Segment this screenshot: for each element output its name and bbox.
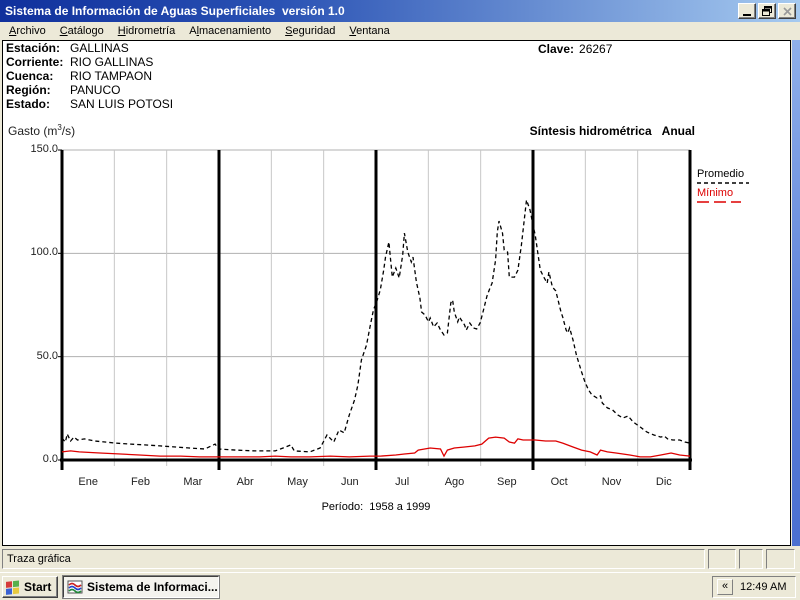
y-axis-title: Gasto (m3/s): [8, 123, 76, 138]
menu-item-almacenamiento[interactable]: Almacenamiento: [189, 25, 272, 37]
menu-item-seguridad[interactable]: Seguridad: [285, 25, 336, 37]
field-value: PANUCO: [70, 83, 121, 97]
close-icon: [782, 6, 792, 16]
start-label: Start: [24, 580, 52, 594]
chart-legend: Promedio Mínimo: [697, 168, 753, 206]
station-row: Estado: SAN LUIS POTOSI: [6, 98, 173, 111]
desktop-background: [792, 40, 800, 546]
status-pane: [766, 549, 795, 569]
period-annotation: Período: 1958 a 1999: [321, 501, 431, 513]
field-value: SAN LUIS POTOSI: [70, 97, 174, 111]
x-tick-label: Feb: [131, 476, 150, 488]
field-label: Cuenca:: [6, 69, 54, 83]
x-tick-label: Ago: [444, 476, 465, 488]
menu-item-ventana[interactable]: Ventana: [349, 25, 390, 37]
field-label: Corriente:: [6, 55, 64, 69]
x-tick-label: Mar: [183, 476, 203, 488]
app-icon: [67, 580, 83, 594]
y-tick-label: 50.0: [36, 349, 58, 362]
clave-label: Clave:: [538, 42, 575, 56]
legend-minimo-line: [697, 201, 741, 203]
station-row: Corriente: RIO GALLINAS: [6, 56, 153, 69]
windows-logo-icon: [6, 580, 19, 595]
y-tick-label: 100.0: [30, 246, 58, 259]
title-bar: Sistema de Información de Aguas Superfic…: [0, 0, 800, 22]
taskbar-task-button[interactable]: Sistema de Informaci...: [63, 576, 219, 598]
clave-value: 26267: [579, 42, 613, 56]
taskbar-clock[interactable]: 12:49 AM: [740, 581, 787, 593]
task-label: Sistema de Informaci...: [87, 580, 218, 594]
menu-bar: Archivo Catálogo Hidrometría Almacenamiento…: [0, 22, 800, 40]
status-pane: [708, 549, 736, 569]
field-value: RIO GALLINAS: [70, 55, 154, 69]
x-tick-label: Dic: [655, 476, 672, 488]
field-label: Región:: [6, 83, 51, 97]
field-value: GALLINAS: [70, 41, 129, 55]
minimize-button[interactable]: [738, 3, 756, 19]
station-row: Cuenca: RIO TAMPAON: [6, 70, 152, 83]
menu-item-catalogo[interactable]: Catálogo: [59, 25, 104, 37]
minimize-icon: [743, 14, 751, 16]
x-tick-label: May: [287, 476, 308, 488]
field-label: Estación:: [6, 41, 61, 55]
window-controls: [736, 3, 796, 19]
field-label: Estado:: [6, 97, 51, 111]
legend-promedio-label: Promedio: [697, 168, 745, 180]
legend-promedio-line: [697, 182, 749, 184]
status-pane: [739, 549, 763, 569]
station-row: Estación: GALLINAS: [6, 42, 129, 55]
tray-chevron-button[interactable]: «: [717, 579, 733, 595]
taskbar: Start Sistema de Informaci... « 12:49 AM: [0, 572, 800, 600]
window-title: Sistema de Información de Aguas Superfic…: [5, 4, 345, 18]
system-tray: « 12:49 AM: [712, 576, 796, 598]
x-tick-label: Nov: [601, 476, 622, 488]
close-button[interactable]: [778, 3, 796, 19]
x-tick-label: Oct: [550, 476, 568, 488]
status-message: Traza gráfica: [2, 549, 705, 569]
legend-minimo-label: Mínimo: [697, 187, 734, 199]
x-tick-label: Ene: [78, 476, 98, 488]
client-area: [2, 40, 791, 546]
x-tick-label: Jun: [340, 476, 359, 488]
menu-item-archivo[interactable]: Archivo: [9, 25, 46, 37]
x-tick-label: Sep: [497, 476, 517, 488]
x-tick-label: Jul: [395, 476, 410, 488]
restore-icon: [762, 6, 772, 16]
field-value: RIO TAMPAON: [70, 69, 153, 83]
restore-button[interactable]: [758, 3, 776, 19]
menu-item-hidrometria[interactable]: Hidrometría: [117, 25, 176, 37]
y-tick-label: 150.0: [30, 143, 58, 155]
start-button[interactable]: Start: [2, 576, 58, 598]
x-tick-label: Abr: [236, 476, 254, 488]
station-row: Región: PANUCO: [6, 84, 120, 97]
clave-row: Clave: 26267: [538, 42, 612, 56]
chart-title: Síntesis hidrométrica Anual: [529, 124, 695, 138]
status-bar: Traza gráfica: [0, 547, 800, 572]
y-tick-label: 0.0: [42, 453, 58, 465]
